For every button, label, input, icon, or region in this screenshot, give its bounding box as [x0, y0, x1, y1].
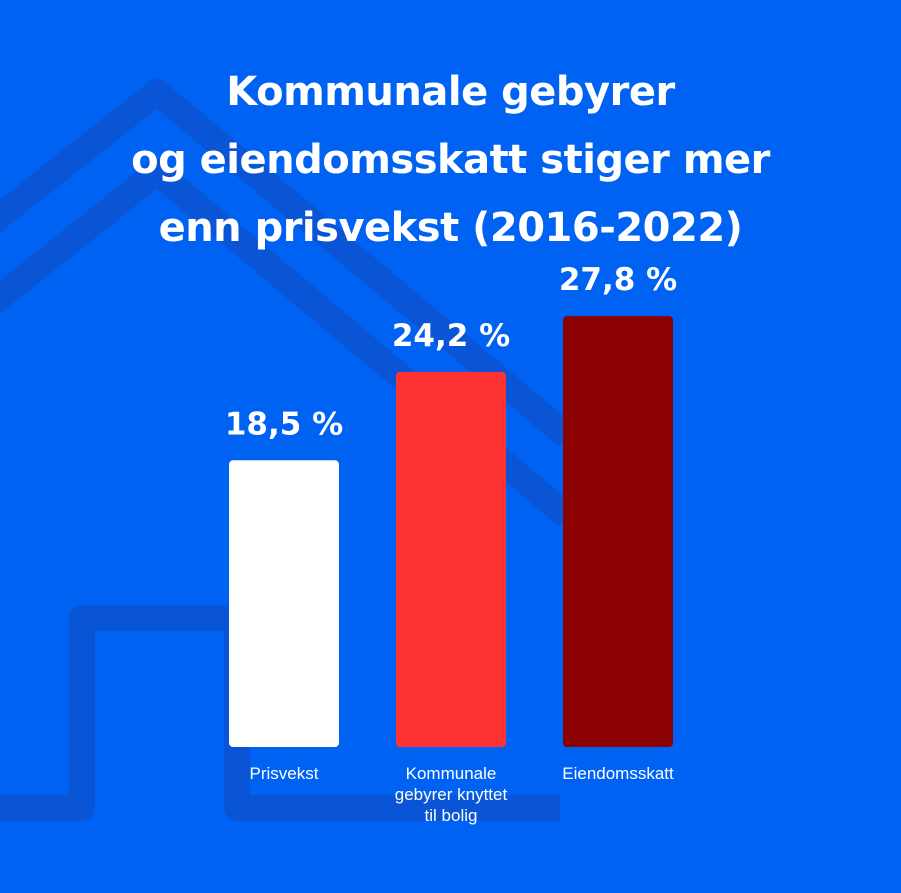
data-label: 27,8 %	[559, 262, 677, 298]
chart-title-line: og eiendomsskatt stiger mer	[131, 137, 770, 183]
bar-2	[396, 371, 506, 747]
bar-1	[229, 460, 339, 747]
chart-title-line: enn prisvekst (2016-2022)	[158, 205, 743, 251]
data-label: 18,5 %	[225, 406, 343, 442]
chart-title-line: Kommunale gebyrer	[226, 69, 675, 115]
category-label: Kommunale gebyrer knyttet til bolig	[395, 764, 508, 825]
category-label: Prisvekst	[250, 764, 319, 783]
chart-title: Kommunale gebyrer og eiendomsskatt stige…	[0, 58, 901, 262]
data-label: 24,2 %	[392, 318, 510, 354]
bar-3	[563, 316, 673, 747]
category-label: Eiendomsskatt	[562, 764, 674, 783]
